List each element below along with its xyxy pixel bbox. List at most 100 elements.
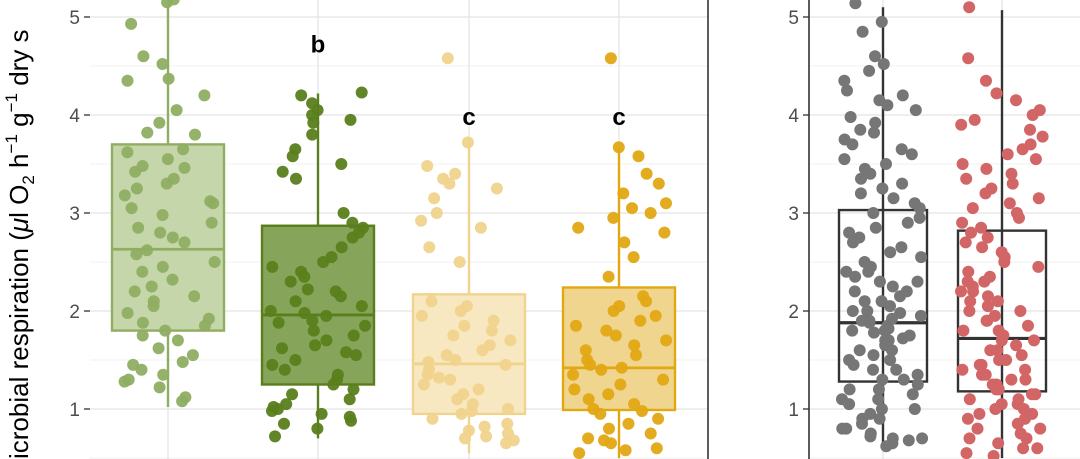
data-point — [955, 285, 967, 298]
data-point — [884, 246, 897, 259]
data-point — [956, 158, 969, 170]
data-point — [490, 182, 503, 195]
data-point — [337, 207, 350, 219]
data-point — [340, 346, 353, 359]
data-point — [630, 349, 642, 362]
data-point — [915, 251, 928, 264]
data-point — [346, 216, 359, 229]
data-point — [607, 305, 620, 317]
data-point — [882, 334, 895, 347]
data-point — [177, 143, 190, 156]
data-point — [838, 153, 851, 166]
data-point — [975, 221, 988, 234]
data-point — [451, 393, 464, 406]
data-point — [626, 202, 638, 215]
data-point — [861, 305, 874, 317]
data-point — [849, 270, 862, 283]
data-point — [301, 283, 314, 296]
data-point — [902, 434, 915, 447]
data-point — [500, 437, 513, 450]
data-point — [309, 339, 321, 352]
data-point — [1016, 143, 1029, 156]
data-point — [853, 344, 866, 357]
data-point — [863, 64, 876, 77]
data-point — [461, 136, 474, 149]
data-point — [862, 265, 875, 278]
data-point — [615, 361, 628, 374]
data-point — [981, 300, 994, 313]
data-point — [968, 113, 981, 126]
data-point — [161, 153, 174, 166]
box-series-4 — [561, 52, 677, 459]
data-point — [1026, 407, 1039, 420]
data-point — [886, 432, 899, 445]
significance-letter: b — [311, 31, 326, 58]
right-series-group — [836, 0, 1049, 459]
data-point — [121, 146, 134, 159]
data-point — [355, 300, 368, 313]
data-point — [147, 300, 160, 313]
data-point — [1031, 442, 1044, 455]
y-tick-label: 5 — [788, 8, 799, 29]
data-point — [343, 393, 356, 406]
box-series-2 — [260, 86, 376, 443]
data-point — [166, 273, 179, 286]
data-point — [276, 165, 289, 178]
data-point — [423, 241, 436, 254]
data-point — [154, 226, 167, 239]
data-point — [962, 52, 975, 65]
data-point — [846, 138, 859, 151]
data-point — [421, 160, 434, 172]
data-point — [961, 412, 974, 425]
data-point — [607, 211, 620, 224]
data-point — [963, 432, 976, 445]
data-point — [136, 316, 149, 329]
data-point — [990, 87, 1003, 100]
data-point — [992, 437, 1005, 450]
data-point — [1032, 192, 1045, 205]
data-point — [614, 378, 627, 391]
data-point — [855, 172, 867, 185]
box-series-1 — [110, 0, 226, 408]
data-point — [657, 373, 670, 386]
data-point — [426, 412, 439, 425]
data-point — [311, 422, 324, 435]
data-point — [841, 84, 853, 97]
data-point — [347, 329, 360, 342]
data-point — [320, 309, 333, 322]
data-point — [417, 378, 430, 391]
data-point — [909, 104, 922, 117]
data-point — [135, 363, 148, 376]
data-point — [963, 1, 976, 14]
data-point — [650, 442, 663, 455]
data-point — [617, 187, 630, 200]
y-axis-label-mu: μ — [4, 218, 34, 233]
data-point — [876, 373, 889, 386]
data-point — [472, 383, 485, 396]
data-point — [298, 270, 311, 283]
data-point — [856, 25, 869, 38]
data-point — [485, 324, 498, 337]
data-point — [602, 270, 615, 283]
data-point — [145, 280, 158, 293]
data-point — [344, 113, 357, 126]
data-point — [153, 381, 166, 394]
y-tick-label: 4 — [788, 106, 799, 127]
y-axis-label-g: g — [4, 112, 34, 134]
y-tick-label: 5 — [69, 8, 80, 29]
left-series-group — [110, 0, 677, 459]
data-point — [847, 358, 860, 371]
data-point — [160, 177, 173, 190]
y-axis-label-tail: dry s — [4, 29, 34, 93]
data-point — [504, 334, 517, 347]
data-point — [455, 407, 468, 420]
data-point — [444, 373, 457, 386]
data-point — [911, 378, 924, 391]
data-point — [890, 363, 903, 376]
data-point — [652, 412, 665, 425]
data-point — [1017, 442, 1030, 455]
y-axis-label-unit: l O — [4, 185, 34, 218]
data-point — [875, 15, 888, 28]
right-y-ticks: 1 2 3 4 5 — [788, 8, 809, 421]
